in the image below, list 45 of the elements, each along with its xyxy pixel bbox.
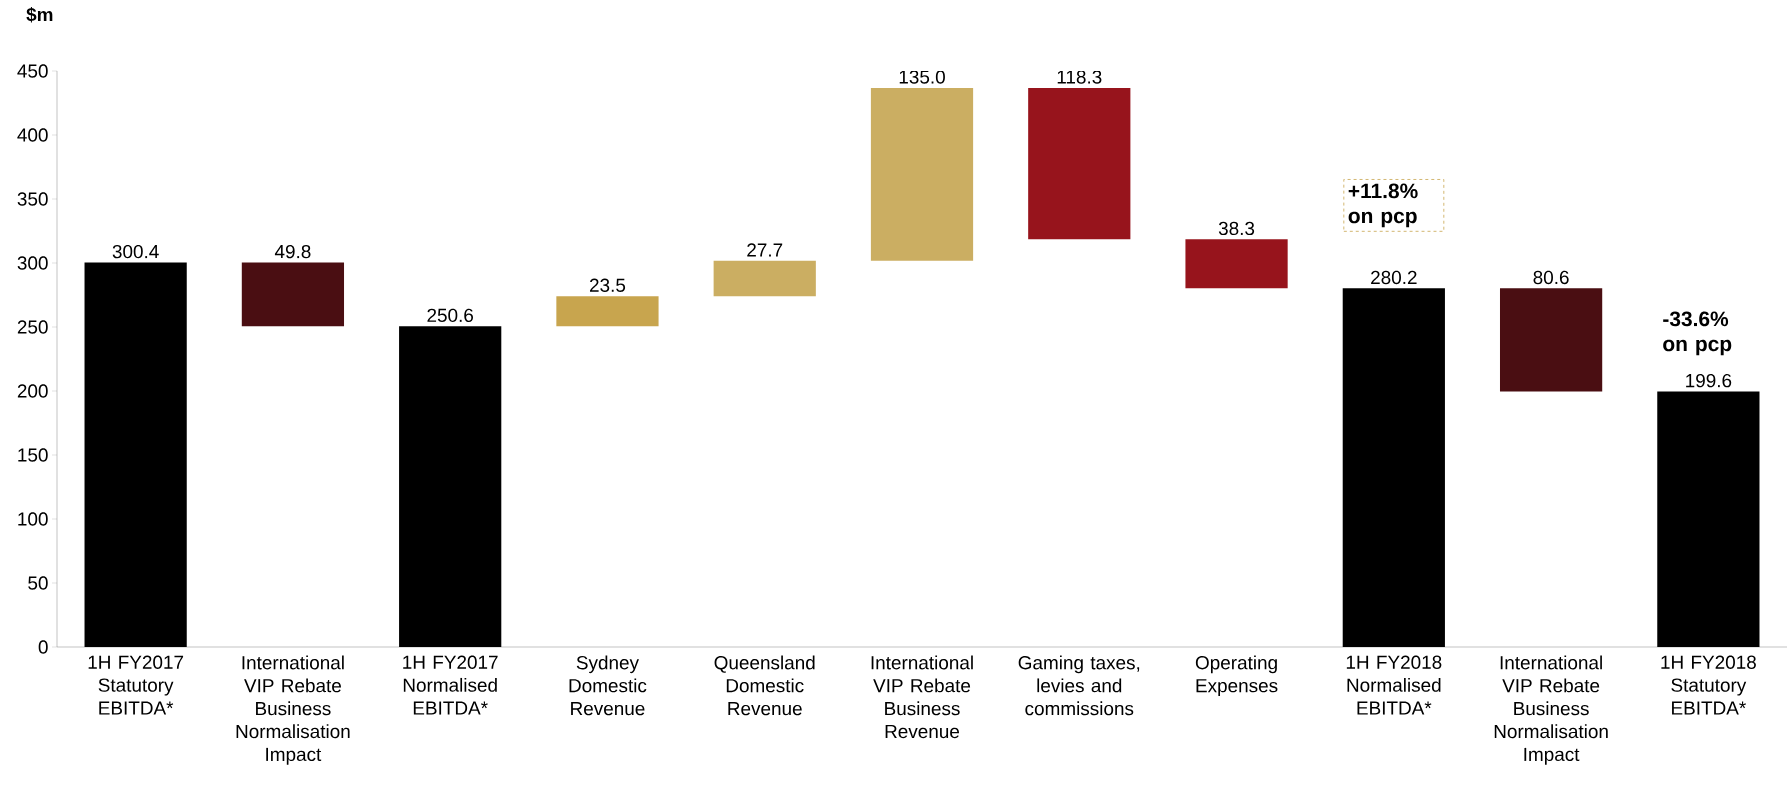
bar xyxy=(399,326,502,647)
y-tick-label: 50 xyxy=(28,576,48,590)
y-tick-label: 400 xyxy=(17,128,48,142)
annotation: +11.8% on pcp xyxy=(1348,183,1418,228)
x-tick-label: 1H FY2018 Normalised EBITDA* xyxy=(1346,655,1442,715)
bar xyxy=(1028,87,1131,240)
data-label: 27.7 xyxy=(747,243,783,257)
bar xyxy=(241,262,345,327)
data-label: 49.8 xyxy=(274,244,311,259)
bar xyxy=(556,296,659,327)
x-tick-label: 1H FY2017 Statutory EBITDA* xyxy=(88,655,184,715)
y-tick-label: 450 xyxy=(17,64,48,78)
bar xyxy=(1185,239,1288,289)
data-label: 38.3 xyxy=(1218,221,1255,236)
x-tick-label: International VIP Rebate Business Normalisation Impact xyxy=(1494,655,1608,765)
bar xyxy=(84,262,187,647)
x-tick-label: Gaming taxes, levies and commissions xyxy=(1018,655,1140,716)
x-tick-label: 1H FY2017 Normalised EBITDA* xyxy=(403,655,498,715)
data-label: 250.6 xyxy=(427,308,474,323)
data-label: 23.5 xyxy=(589,278,626,292)
x-tick-label: International VIP Rebate Business Revenue xyxy=(871,655,973,739)
y-tick-label: 350 xyxy=(17,192,48,206)
y-tick-label: 0 xyxy=(38,640,48,654)
bar xyxy=(870,87,974,261)
data-label: 300.4 xyxy=(112,244,159,259)
data-label: 118.3 xyxy=(1057,70,1102,84)
data-label: 199.6 xyxy=(1686,373,1732,388)
data-label: 80.6 xyxy=(1533,270,1569,285)
y-tick-label: 200 xyxy=(17,384,48,398)
x-tick-label: Queensland Domestic Revenue xyxy=(714,655,815,716)
y-axis-title: $m xyxy=(26,7,53,23)
x-tick-label: International VIP Rebate Business Normalisation Impact xyxy=(236,655,350,765)
y-tick-label: 100 xyxy=(18,512,48,526)
y-tick-label: 150 xyxy=(18,448,48,462)
data-label: 280.2 xyxy=(1371,270,1417,285)
bar xyxy=(1499,288,1603,392)
bar xyxy=(713,260,816,297)
y-tick-label: 300 xyxy=(17,256,48,270)
x-tick-label: Sydney Domestic Revenue xyxy=(569,655,647,716)
bar xyxy=(1657,391,1760,647)
x-tick-label: 1H FY2018 Statutory EBITDA* xyxy=(1661,655,1756,715)
x-tick-label: Operating Expenses xyxy=(1195,655,1278,697)
annotation: -33.6% on pcp xyxy=(1663,311,1732,356)
bar xyxy=(1342,288,1445,647)
y-tick-label: 250 xyxy=(17,320,48,334)
